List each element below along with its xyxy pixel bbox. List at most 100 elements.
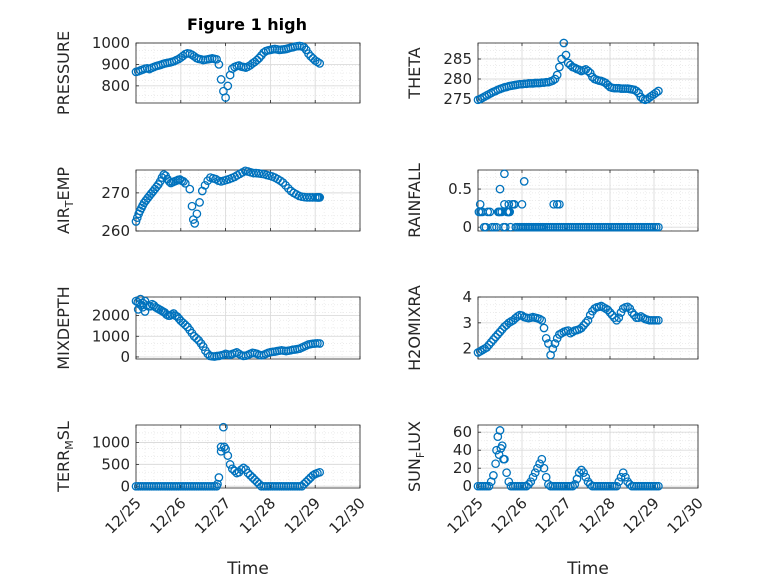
data-point (252, 55, 262, 65)
x-tick-label: 12/29 (281, 494, 324, 537)
data-point (494, 207, 504, 217)
data-point (187, 201, 197, 211)
data-point (138, 481, 148, 491)
data-point (484, 340, 494, 350)
data-point (138, 302, 148, 312)
y-axis-label-part: EMP (54, 167, 73, 201)
chart-airtemp: 260 270 AIRTEMP (54, 166, 361, 240)
data-point (225, 460, 235, 469)
data-point (581, 318, 591, 328)
data-point (651, 88, 661, 97)
data-point (216, 75, 226, 84)
y-axis-label: MIXDEPTH (54, 286, 73, 369)
chart-mixdepth: 0 1000 2000 MIXDEPTH (54, 286, 361, 370)
y-tick-label: 270 (101, 184, 130, 202)
data-point (219, 442, 229, 452)
x-tick-label: 12/30 (326, 494, 369, 537)
y-axis-label-part: TERR (54, 450, 73, 493)
data-point (200, 180, 210, 190)
data-point (302, 193, 312, 202)
data-point (621, 472, 630, 482)
data-point (213, 479, 222, 489)
y-axis-label: TERRMSL (54, 421, 76, 493)
data-point (616, 472, 626, 482)
y-tick-label: 0 (120, 477, 130, 495)
y-tick-label: 260 (101, 222, 130, 240)
data-point (192, 209, 202, 219)
data-point (486, 337, 496, 347)
y-axis-label-part: THETA (405, 47, 424, 99)
data-point (496, 444, 506, 453)
x-tick-label: 12/30 (664, 494, 707, 537)
data-point (517, 199, 527, 209)
data-point (502, 468, 511, 478)
y-tick-label: 1000 (92, 34, 130, 52)
y-tick-label: 4 (462, 288, 472, 306)
data-point (261, 481, 271, 491)
y-tick-label: 20 (453, 459, 472, 477)
y-axis-label-part: PRESSURE (54, 31, 73, 115)
data-point (528, 472, 538, 482)
data-point (654, 315, 663, 325)
x-tick-label: 12/27 (191, 494, 234, 537)
y-tick-label: 0 (120, 348, 130, 366)
y-tick-label: 0 (462, 477, 472, 495)
data-point (581, 472, 591, 482)
data-point (131, 217, 141, 226)
y-tick-label: 40 (453, 441, 472, 459)
data-point (236, 465, 246, 474)
data-point (250, 475, 260, 485)
data-point (245, 470, 255, 480)
data-point (223, 451, 233, 460)
x-tick-label: 12/27 (532, 494, 575, 537)
y-axis-label-part: SUN (405, 458, 424, 492)
axes-box (135, 424, 361, 489)
data-point (654, 481, 663, 491)
data-point (481, 222, 491, 232)
data-point (552, 70, 562, 80)
data-point (577, 323, 586, 333)
data-point (583, 477, 593, 487)
data-point (495, 184, 505, 194)
data-point (185, 184, 195, 194)
x-tick-label: 12/25 (102, 494, 145, 537)
data-point (500, 169, 509, 179)
data-point (254, 53, 264, 63)
data-point (605, 308, 615, 317)
y-axis-label: RAINFALL (405, 163, 424, 238)
data-point (583, 66, 593, 76)
data-point (227, 464, 237, 474)
y-tick-label: 500 (101, 455, 130, 473)
data-point (275, 176, 285, 186)
y-axis-label-part: RAINFALL (405, 163, 424, 238)
data-point (500, 222, 510, 232)
data-point (563, 326, 573, 335)
data-point (301, 477, 311, 487)
data-point (588, 72, 597, 82)
data-point (614, 477, 624, 487)
y-tick-label: 800 (101, 77, 130, 95)
data-point (299, 42, 309, 52)
y-tick-label: 60 (453, 423, 472, 441)
y-axis-label-part: T (63, 200, 76, 208)
y-axis-label: AIRTEMP (54, 167, 76, 234)
data-point (583, 315, 593, 325)
data-point (140, 307, 150, 316)
x-axis-label: Time (566, 559, 609, 579)
data-point (524, 480, 533, 489)
data-point (167, 310, 177, 319)
data-point (484, 481, 494, 491)
data-point (160, 481, 170, 491)
x-tick-label: 12/29 (620, 494, 663, 537)
data-point (252, 477, 262, 487)
data-point (495, 426, 505, 435)
data-point (180, 178, 190, 188)
data-point (618, 468, 628, 478)
data-point (257, 51, 266, 60)
data-point (493, 330, 503, 339)
y-tick-label: 0 (462, 218, 472, 236)
x-tick-label: 12/26 (146, 494, 189, 537)
data-point (212, 54, 221, 64)
